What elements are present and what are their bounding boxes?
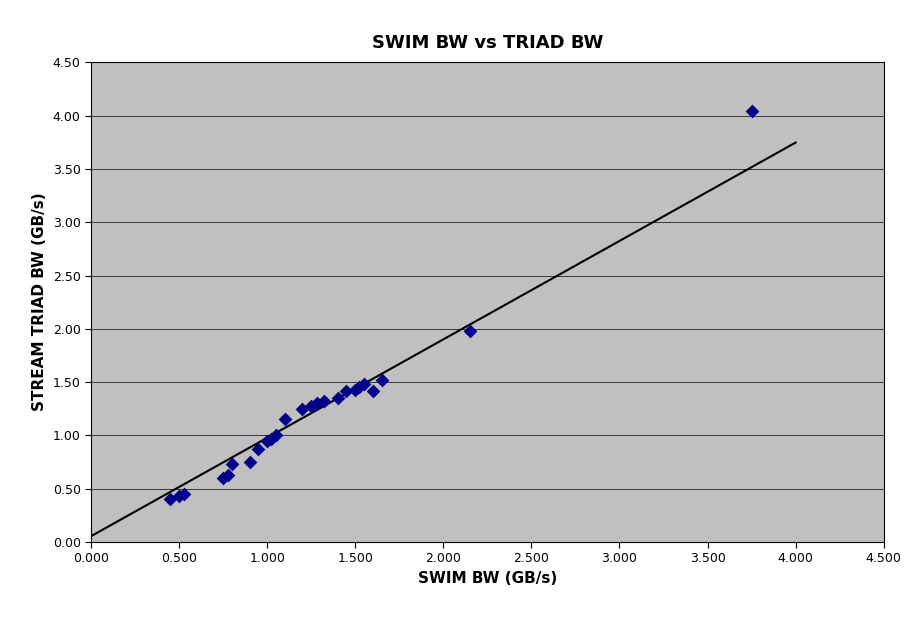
Point [331, 393, 345, 403]
Point [304, 401, 319, 411]
Point [242, 457, 257, 467]
Point [163, 495, 178, 505]
Point [295, 404, 310, 414]
Point [339, 386, 353, 396]
Point [278, 414, 292, 424]
Point [263, 434, 278, 444]
Point [309, 399, 323, 409]
Point [216, 473, 230, 483]
Point [172, 491, 187, 501]
Point [463, 326, 477, 336]
Y-axis label: STREAM TRIAD BW (GB/s): STREAM TRIAD BW (GB/s) [32, 193, 47, 411]
Point [352, 383, 366, 392]
Point [744, 107, 759, 117]
Point [225, 459, 240, 469]
Point [269, 430, 283, 440]
Point [348, 384, 363, 394]
Title: SWIM BW vs TRIAD BW: SWIM BW vs TRIAD BW [372, 34, 603, 52]
Point [260, 435, 274, 445]
Point [221, 470, 236, 480]
X-axis label: SWIM BW (GB/s): SWIM BW (GB/s) [418, 571, 557, 586]
Point [357, 379, 372, 389]
Point [374, 375, 389, 385]
Point [365, 386, 380, 396]
Point [316, 396, 331, 406]
Point [251, 444, 266, 454]
Point [177, 489, 191, 499]
